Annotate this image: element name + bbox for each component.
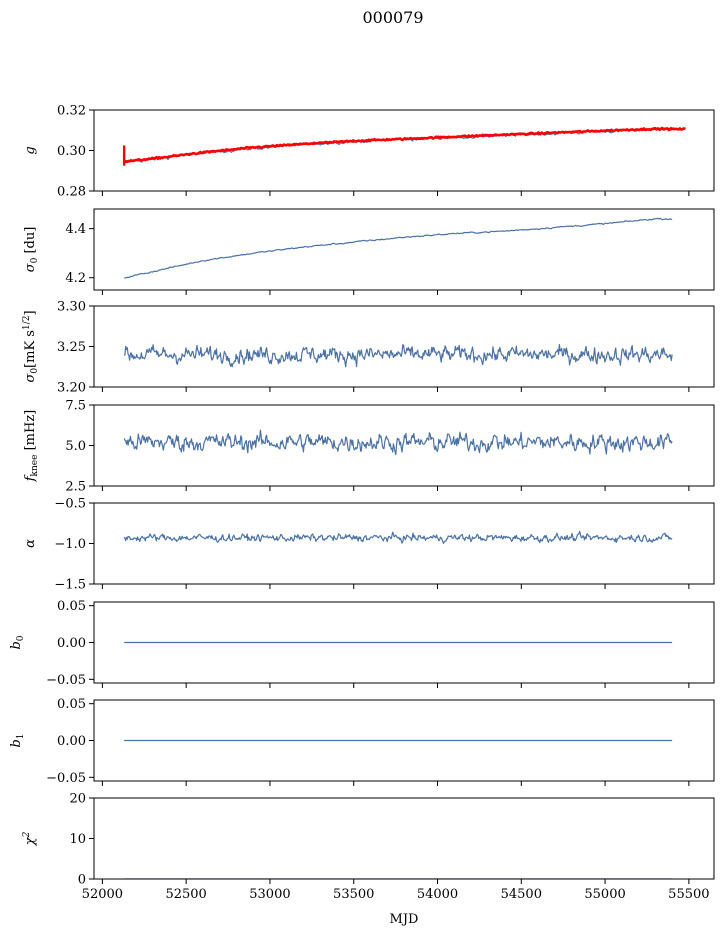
series-group (122, 126, 687, 166)
y-axis-label: fknee [mHz] (23, 410, 40, 483)
y-axis-label: g (23, 146, 38, 154)
y-tick-label: 7.5 (65, 399, 86, 414)
series-group (124, 217, 673, 279)
axes-frame (93, 109, 715, 192)
y-tick-label: 20 (69, 792, 86, 807)
chart-title: 000079 (362, 8, 423, 27)
x-tick-label: 52000 (82, 887, 123, 902)
series-line-blue (123, 344, 673, 368)
x-tick-label: 54500 (501, 887, 542, 902)
panel-fknee: 2.5 5.0 7.5 fknee [mHz] (23, 399, 715, 495)
series-line-blue (123, 530, 673, 544)
y-axis-label: b0 (9, 635, 26, 649)
panel-chi2: 0 10 20 52000 52500 53000 53500 54000 54500 55000… (22, 792, 715, 902)
panel-b0: −0.05 0.00 0.05 b0 (9, 599, 715, 688)
y-tick-label: 0.28 (57, 185, 86, 200)
y-tick-label: 0.32 (57, 104, 86, 119)
y-tick-label: 0.00 (57, 636, 86, 651)
y-tick-label: 10 (69, 832, 86, 847)
series-line-blue (124, 217, 673, 279)
y-tick-label: 3.20 (57, 381, 86, 396)
panel-b1: −0.05 0.00 0.05 b1 (9, 697, 715, 786)
axes-frame (93, 208, 715, 291)
x-tick-label: 53000 (249, 887, 290, 902)
y-tick-label: 0.05 (57, 599, 86, 614)
y-tick-label: 3.25 (57, 340, 86, 355)
y-axis-label: α (23, 539, 38, 548)
panel-sigma0_du: 4.2 4.4 σ0 [du] (23, 208, 715, 295)
axes-frame (93, 797, 715, 880)
x-tick-label: 52500 (165, 887, 206, 902)
y-tick-label: 2.5 (65, 480, 86, 495)
series-line-red (123, 126, 687, 164)
series-line-blue (123, 429, 673, 456)
series-group (123, 429, 673, 456)
y-tick-label: −0.5 (54, 497, 86, 512)
panels-group: 0.28 0.30 0.32 g 4.2 4.4 σ0 [du] 3.20 3.25 3.30 σ0… (9, 104, 715, 902)
y-tick-label: 0.00 (57, 734, 86, 749)
y-tick-label: −0.05 (46, 673, 86, 688)
series-group (123, 344, 673, 368)
x-tick-label: 55500 (668, 887, 709, 902)
y-tick-label: 4.4 (65, 222, 86, 237)
y-tick-label: −1.5 (54, 578, 86, 593)
series-group (123, 530, 673, 544)
y-tick-label: 4.2 (65, 271, 86, 286)
y-tick-label: −1.0 (54, 537, 86, 552)
x-tick-label: 54000 (417, 887, 458, 902)
x-axis-label: MJD (390, 912, 419, 927)
series-line-blue (124, 127, 673, 163)
panel-alpha: −1.5 −1.0 −0.5 α (23, 497, 715, 593)
y-tick-label: 0.30 (57, 144, 86, 159)
axes-frame (93, 502, 715, 585)
x-tick-label: 53500 (333, 887, 374, 902)
y-tick-label: 5.0 (65, 439, 86, 454)
y-axis-label: σ0 [du] (23, 227, 40, 273)
y-axis-label: χ2 (22, 831, 38, 846)
y-tick-label: −0.05 (46, 771, 86, 786)
y-axis-label: b1 (9, 733, 26, 747)
y-tick-label: 3.30 (57, 300, 86, 315)
y-tick-label: 0 (78, 873, 86, 888)
panel-sigma0_mK: 3.20 3.25 3.30 σ0[mK s1/2] (22, 300, 715, 396)
y-axis-label: σ0[mK s1/2] (22, 310, 40, 382)
y-tick-label: 0.05 (57, 697, 86, 712)
panel-g: 0.28 0.30 0.32 g (23, 104, 715, 200)
x-tick-label: 55000 (584, 887, 625, 902)
